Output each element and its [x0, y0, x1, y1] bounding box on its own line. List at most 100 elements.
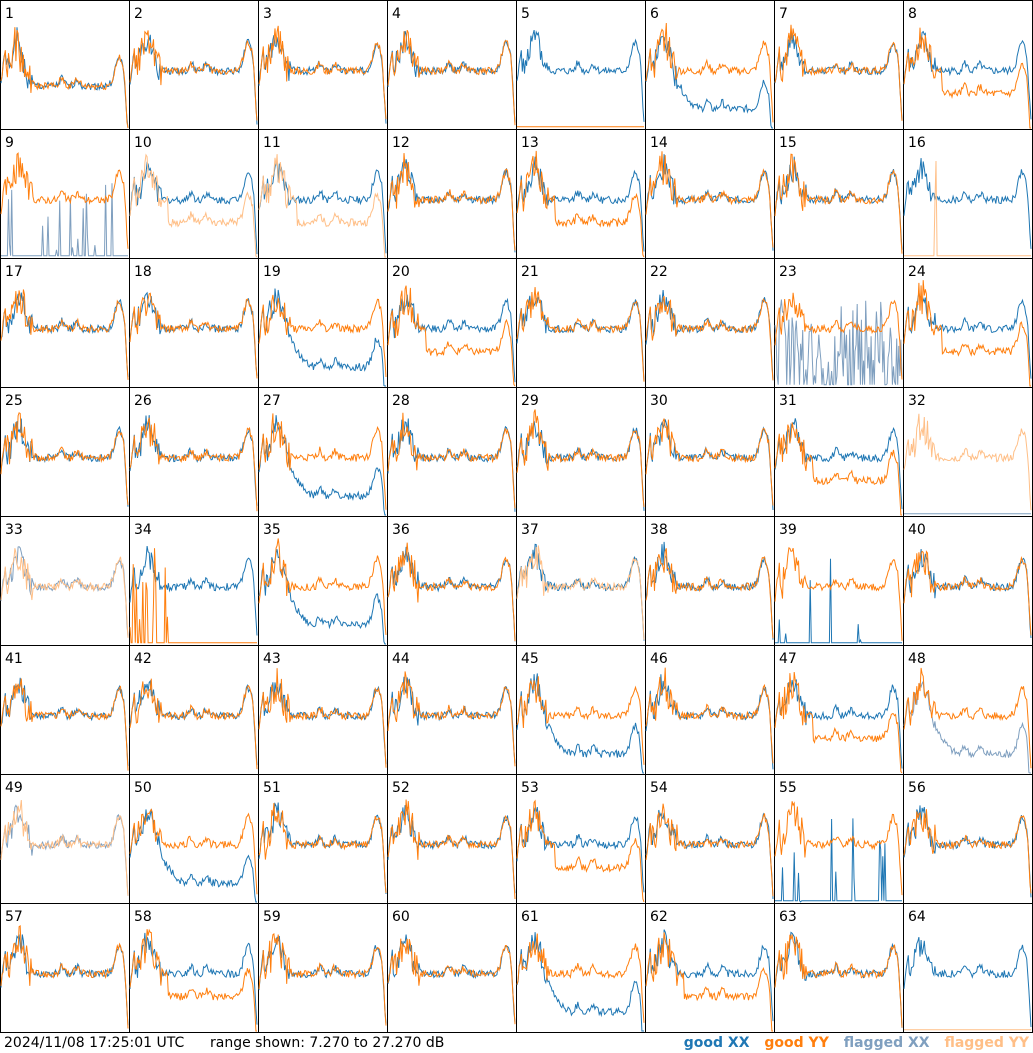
panel-1: 1 [0, 0, 130, 130]
panel-4: 4 [387, 0, 517, 130]
series-xx-good [258, 415, 386, 516]
panel-39: 39 [774, 516, 904, 646]
panel-label: 49 [5, 780, 23, 796]
series-yy-good [387, 153, 516, 251]
panel-label: 42 [134, 651, 152, 667]
series-xx-good [645, 929, 774, 1022]
series-yy-flagged [516, 545, 645, 640]
panel-7: 7 [774, 0, 904, 130]
panel-label: 19 [263, 264, 281, 280]
panel-label: 45 [521, 651, 539, 667]
panel-45: 45 [516, 645, 646, 775]
series-xx-good [774, 418, 903, 510]
series-xx-good [387, 805, 516, 894]
panel-64: 64 [903, 903, 1033, 1033]
panel-label: 57 [5, 909, 23, 925]
series-yy-good [516, 799, 645, 903]
legend: good XX good YY flagged XX flagged YY [674, 1033, 1029, 1053]
panel-label: 47 [779, 651, 797, 667]
series-yy-good [387, 412, 516, 509]
legend-flagged-yy: flagged YY [944, 1035, 1029, 1051]
series-yy-good [903, 27, 1031, 129]
series-xx-good [129, 932, 258, 1025]
series-xx-good [645, 674, 774, 770]
series-yy-good [774, 801, 903, 896]
panel-34: 34 [129, 516, 259, 646]
panel-label: 3 [263, 6, 272, 22]
series-yy-good [129, 808, 258, 895]
panel-label: 27 [263, 393, 281, 409]
panel-33: 33 [0, 516, 130, 646]
series-yy-good [129, 678, 258, 770]
series-yy-good [258, 25, 387, 120]
panel-frame [774, 0, 904, 130]
series-xx-good [258, 35, 387, 124]
panel-54: 54 [645, 774, 775, 904]
panel-62: 62 [645, 903, 775, 1033]
series-yy-good [774, 153, 903, 254]
series-yy-flagged [258, 154, 386, 258]
series-yy-flagged [903, 413, 1032, 511]
panel-3: 3 [258, 0, 388, 130]
series-yy-good [387, 799, 516, 900]
series-yy-good [0, 27, 129, 129]
panel-47: 47 [774, 645, 904, 775]
series-yy-good [645, 667, 774, 764]
series-yy-good [387, 542, 516, 642]
series-xx-good [387, 546, 516, 642]
panel-label: 7 [779, 6, 788, 22]
panel-25: 25 [0, 387, 130, 517]
series-yy-good [645, 803, 774, 897]
series-yy-good [903, 809, 1032, 894]
panel-label: 24 [908, 264, 926, 280]
panel-16: 16 [903, 129, 1033, 259]
panel-53: 53 [516, 774, 646, 904]
series-xx-good [258, 288, 386, 387]
series-xx-good [903, 30, 1032, 120]
series-xx-good [516, 156, 645, 252]
panel-11: 11 [258, 129, 388, 259]
series-xx-good [129, 415, 258, 506]
panel-56: 56 [903, 774, 1033, 904]
series-yy-good [774, 292, 903, 380]
series-yy-good [774, 671, 903, 774]
panel-35: 35 [258, 516, 388, 646]
panel-label: 39 [779, 522, 797, 538]
series-yy-good [0, 925, 129, 1029]
series-yy-good [516, 676, 645, 765]
panel-20: 20 [387, 258, 517, 388]
panel-label: 17 [5, 264, 23, 280]
panel-label: 48 [908, 651, 926, 667]
panel-55: 55 [774, 774, 904, 904]
panel-label: 11 [263, 135, 281, 151]
series-yy-good [258, 802, 387, 893]
panel-21: 21 [516, 258, 646, 388]
panel-44: 44 [387, 645, 517, 775]
series-xx-good [387, 294, 516, 383]
panel-15: 15 [774, 129, 904, 259]
panel-label: 44 [392, 651, 410, 667]
legend-good-xx: good XX [683, 1035, 750, 1051]
series-yy-good [903, 280, 1031, 387]
series-xx-good [775, 818, 902, 903]
panel-59: 59 [258, 903, 388, 1033]
series-xx-good [903, 292, 1032, 379]
panel-label: 43 [263, 651, 281, 667]
series-yy-good [0, 678, 129, 771]
series-yy-good [0, 289, 129, 380]
panel-label: 26 [134, 393, 152, 409]
series-yy-good [516, 409, 645, 507]
panel-label: 55 [779, 780, 797, 796]
panel-19: 19 [258, 258, 388, 388]
panel-51: 51 [258, 774, 388, 904]
panel-label: 15 [779, 135, 797, 151]
panel-label: 4 [392, 6, 401, 22]
series-xx-good [516, 420, 645, 511]
series-xx-good [645, 289, 774, 381]
panel-57: 57 [0, 903, 130, 1033]
series-xx-good [645, 419, 774, 511]
series-xx-good [129, 808, 257, 903]
series-xx-good [129, 291, 258, 377]
panel-label: 32 [908, 393, 926, 409]
panel-36: 36 [387, 516, 517, 646]
